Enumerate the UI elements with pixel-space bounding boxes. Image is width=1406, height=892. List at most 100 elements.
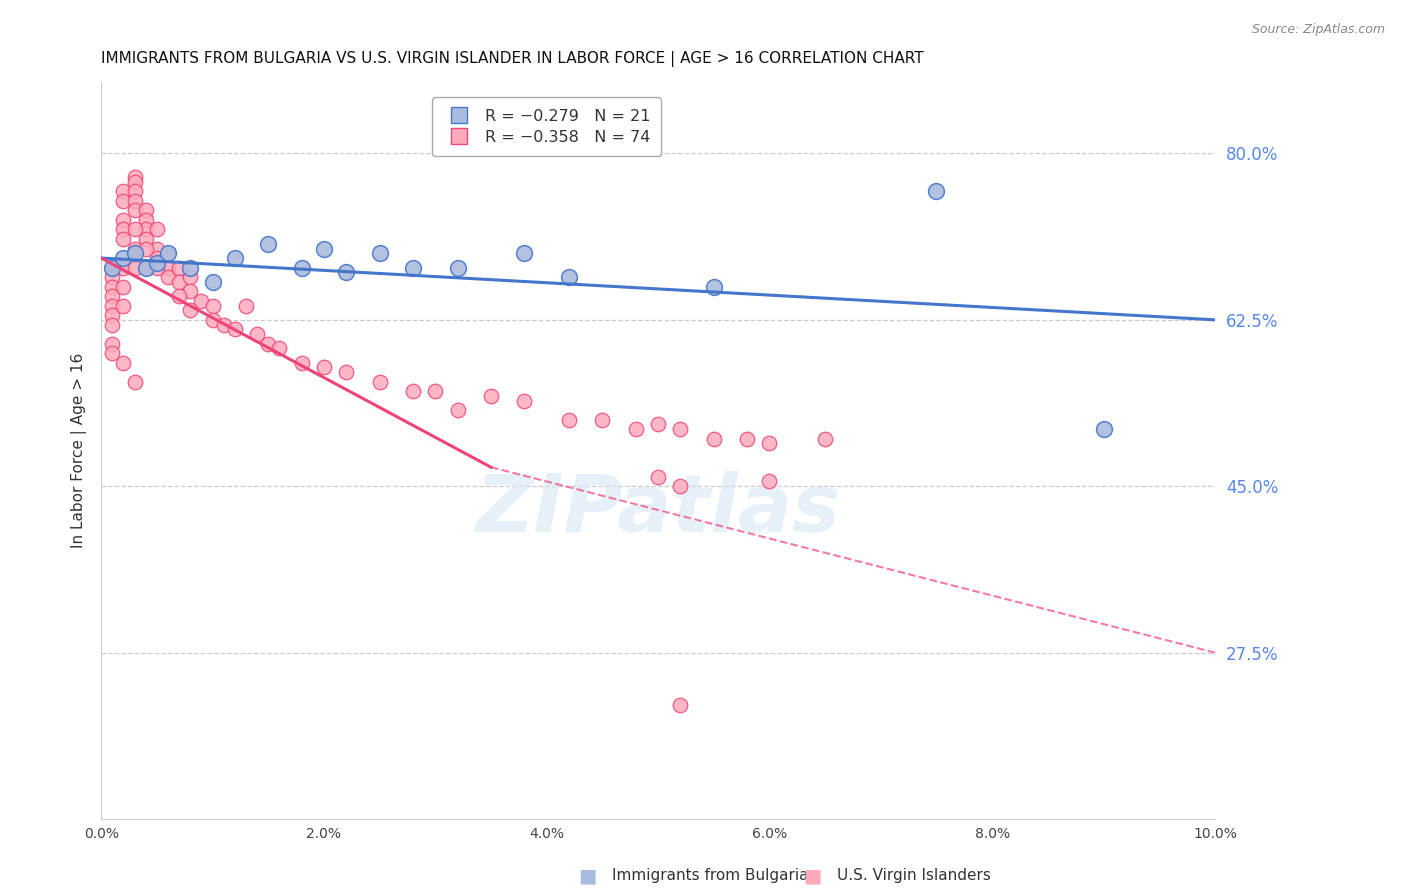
Point xyxy=(135,242,157,256)
Point xyxy=(135,260,157,275)
Point xyxy=(112,299,135,313)
Point xyxy=(135,232,157,246)
Point xyxy=(146,251,169,265)
Point xyxy=(124,203,146,218)
Point xyxy=(212,318,235,332)
Point xyxy=(146,222,169,236)
Point xyxy=(368,375,391,389)
Point xyxy=(257,336,280,351)
Point xyxy=(735,432,758,446)
Point xyxy=(124,222,146,236)
Point xyxy=(758,475,780,489)
Text: U.S. Virgin Islanders: U.S. Virgin Islanders xyxy=(837,869,990,883)
Point xyxy=(124,175,146,189)
Point xyxy=(291,356,314,370)
Point xyxy=(703,432,725,446)
Text: Source: ZipAtlas.com: Source: ZipAtlas.com xyxy=(1251,23,1385,37)
Point xyxy=(925,185,948,199)
Point xyxy=(135,260,157,275)
Point xyxy=(201,313,224,327)
Point xyxy=(124,170,146,185)
Point xyxy=(101,308,124,322)
Point xyxy=(179,270,201,285)
Point xyxy=(146,260,169,275)
Point xyxy=(124,375,146,389)
Point xyxy=(135,203,157,218)
Point xyxy=(124,194,146,208)
Point xyxy=(156,246,179,260)
Point xyxy=(269,342,291,356)
Point xyxy=(190,293,212,308)
Text: Immigrants from Bulgaria: Immigrants from Bulgaria xyxy=(612,869,808,883)
Point xyxy=(201,275,224,289)
Point xyxy=(112,185,135,199)
Text: IMMIGRANTS FROM BULGARIA VS U.S. VIRGIN ISLANDER IN LABOR FORCE | AGE > 16 CORRE: IMMIGRANTS FROM BULGARIA VS U.S. VIRGIN … xyxy=(101,51,924,67)
Point xyxy=(167,275,190,289)
Point xyxy=(257,236,280,251)
Point xyxy=(703,279,725,293)
Point xyxy=(513,393,536,408)
Point xyxy=(101,279,124,293)
Point xyxy=(425,384,447,398)
Point xyxy=(291,260,314,275)
Point xyxy=(446,403,468,417)
Point xyxy=(647,417,669,432)
Point xyxy=(591,412,613,426)
Point xyxy=(146,242,169,256)
Point xyxy=(235,299,257,313)
Point xyxy=(112,194,135,208)
Point xyxy=(101,299,124,313)
Point xyxy=(446,260,468,275)
Point xyxy=(335,265,357,279)
Point xyxy=(758,436,780,450)
Point xyxy=(179,303,201,318)
Point xyxy=(124,242,146,256)
Point xyxy=(146,256,169,270)
Point xyxy=(479,389,502,403)
Point xyxy=(112,251,135,265)
Text: ZIPatlas: ZIPatlas xyxy=(475,470,841,549)
Legend: R = −0.279   N = 21, R = −0.358   N = 74: R = −0.279 N = 21, R = −0.358 N = 74 xyxy=(432,97,661,156)
Point xyxy=(558,412,581,426)
Point xyxy=(112,356,135,370)
Point xyxy=(179,285,201,299)
Point xyxy=(669,698,692,712)
Point xyxy=(246,327,269,342)
Point xyxy=(101,318,124,332)
Point xyxy=(1092,422,1115,436)
Point xyxy=(669,422,692,436)
Point xyxy=(101,289,124,303)
Point xyxy=(558,270,581,285)
Point xyxy=(112,213,135,227)
Point xyxy=(224,322,246,336)
Point xyxy=(167,260,190,275)
Point xyxy=(101,346,124,360)
Point xyxy=(124,260,146,275)
Y-axis label: In Labor Force | Age > 16: In Labor Force | Age > 16 xyxy=(72,353,87,549)
Point xyxy=(224,251,246,265)
Point xyxy=(101,336,124,351)
Point xyxy=(124,185,146,199)
Point xyxy=(312,242,335,256)
Point xyxy=(167,289,190,303)
Point xyxy=(101,260,124,275)
Point xyxy=(179,260,201,275)
Point xyxy=(814,432,837,446)
Point xyxy=(124,246,146,260)
Point xyxy=(135,213,157,227)
Point xyxy=(156,270,179,285)
Point xyxy=(669,479,692,493)
Point xyxy=(112,279,135,293)
Point xyxy=(101,270,124,285)
Point xyxy=(624,422,647,436)
Point xyxy=(135,222,157,236)
Point xyxy=(112,232,135,246)
Point xyxy=(101,260,124,275)
Point xyxy=(156,246,179,260)
Point xyxy=(402,384,425,398)
Point xyxy=(647,469,669,483)
Point xyxy=(201,299,224,313)
Point xyxy=(513,246,536,260)
Point xyxy=(402,260,425,275)
Point xyxy=(368,246,391,260)
